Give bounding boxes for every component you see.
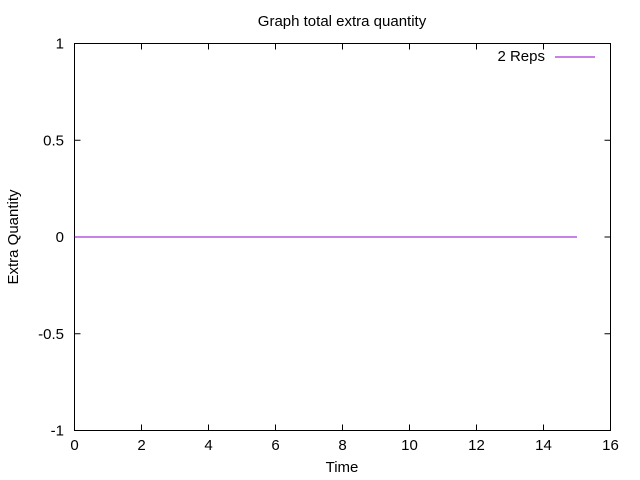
x-tick-label: 4: [204, 437, 212, 454]
y-tick-label: -0.5: [38, 326, 64, 343]
x-tick-label: 6: [271, 437, 279, 454]
y-axis: -1 -0.5 0 0.5 1: [38, 36, 611, 440]
x-axis: 0 2 4 6 8 10 12 14 16: [70, 43, 619, 454]
x-tick-label: 16: [602, 437, 619, 454]
x-tick-label: 0: [70, 437, 78, 454]
x-tick-label: 12: [468, 437, 485, 454]
x-tick-label: 10: [401, 437, 418, 454]
legend-label: 2 Reps: [497, 48, 545, 65]
x-tick-label: 8: [338, 437, 346, 454]
y-tick-label: 0.5: [43, 132, 64, 149]
y-tick-label: 1: [56, 36, 64, 53]
legend: 2 Reps: [497, 48, 595, 65]
y-tick-label: -1: [51, 423, 64, 440]
y-tick-label: 0: [56, 229, 64, 246]
x-axis-label: Time: [326, 459, 359, 476]
x-tick-label: 2: [137, 437, 145, 454]
x-tick-label: 14: [535, 437, 552, 454]
chart-title: Graph total extra quantity: [258, 13, 427, 30]
y-axis-label: Extra Quantity: [5, 189, 22, 285]
